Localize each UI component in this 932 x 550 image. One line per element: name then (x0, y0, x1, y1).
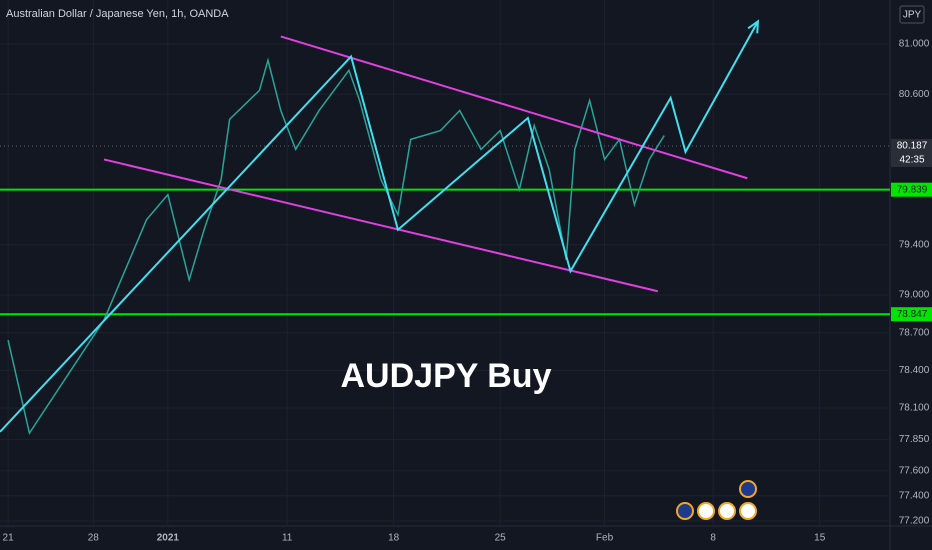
x-tick-label: 28 (88, 533, 100, 544)
countdown-label: 42:35 (899, 155, 924, 166)
trend-drawing (280, 35, 748, 180)
y-tick-label: 79.400 (899, 239, 930, 250)
x-tick-label: 8 (710, 533, 716, 544)
y-tick-label: 77.400 (899, 491, 930, 502)
level-label-box (891, 182, 932, 197)
x-tick-label: 25 (495, 533, 507, 544)
y-tick-label: 77.200 (899, 516, 930, 527)
y-tick-label: 79.000 (899, 290, 930, 301)
event-icons (676, 480, 757, 520)
y-tick-label: 78.100 (899, 403, 930, 414)
level-label-box (891, 307, 932, 322)
level-label: 78.847 (897, 309, 928, 320)
chart-title: Australian Dollar / Japanese Yen, 1h, OA… (6, 8, 229, 20)
annotation: AUDJPY Buy (341, 357, 552, 395)
last-price-box (891, 138, 932, 167)
y-tick-label: 78.400 (899, 365, 930, 376)
x-tick-label: Feb (596, 533, 614, 544)
event-icon[interactable] (739, 480, 757, 498)
event-icon[interactable] (676, 502, 694, 520)
y-tick-label: 81.000 (899, 39, 930, 50)
trend-drawing (0, 20, 759, 433)
x-tick-label: 21 (3, 533, 15, 544)
event-icon[interactable] (739, 502, 757, 520)
y-tick-label: 77.850 (899, 434, 930, 445)
plot (0, 19, 890, 435)
y-tick-label: 78.700 (899, 327, 930, 338)
x-tick-label: 18 (388, 533, 400, 544)
x-tick-label: 2021 (157, 533, 180, 544)
x-tick-label: 11 (282, 533, 293, 544)
x-tick-label: 15 (814, 533, 826, 544)
y-tick-label: 77.600 (899, 465, 930, 476)
level-label: 79.839 (897, 184, 928, 195)
event-icon[interactable] (697, 502, 715, 520)
currency-label[interactable]: JPY (903, 10, 922, 21)
arrow-head (747, 19, 760, 34)
last-price-label: 80.187 (897, 141, 928, 152)
grid (0, 0, 890, 526)
currency-box[interactable] (899, 5, 925, 24)
y-tick-label: 80.600 (899, 89, 930, 100)
trend-drawing (103, 158, 659, 293)
event-icon[interactable] (718, 502, 736, 520)
